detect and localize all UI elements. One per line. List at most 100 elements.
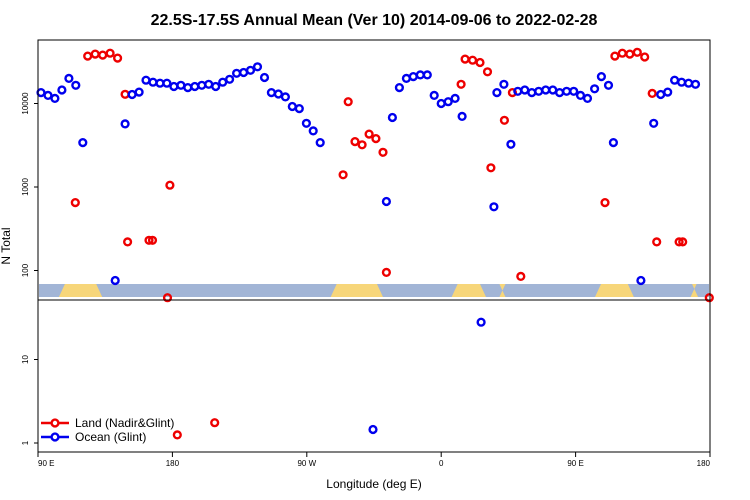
ocean-point bbox=[43, 90, 53, 101]
ocean-point bbox=[273, 89, 284, 99]
land-point bbox=[625, 49, 635, 59]
y-tick-label: 100 bbox=[21, 263, 30, 277]
ocean-point bbox=[450, 93, 460, 104]
ocean-point bbox=[476, 317, 486, 327]
ocean-point bbox=[608, 138, 619, 148]
ocean-point bbox=[489, 202, 499, 212]
ocean-point bbox=[301, 118, 312, 128]
ocean-point bbox=[603, 80, 614, 90]
ocean-point bbox=[408, 71, 418, 82]
ocean-point bbox=[162, 78, 172, 88]
ocean-point bbox=[520, 85, 530, 95]
legend-label: Land (Nadir&Glint) bbox=[75, 416, 174, 430]
ocean-point bbox=[315, 138, 325, 148]
chart-title: 22.5S-17.5S Annual Mean (Ver 10) 2014-09… bbox=[151, 12, 598, 29]
ocean-point bbox=[436, 98, 446, 109]
land-point bbox=[460, 54, 470, 64]
land-point bbox=[83, 51, 93, 61]
ocean-point bbox=[534, 86, 544, 96]
y-axis-ticks: 1 10 100 1000 10000 bbox=[21, 92, 38, 445]
land-point bbox=[610, 51, 620, 61]
ocean-point bbox=[589, 84, 600, 94]
land-point bbox=[647, 88, 657, 99]
ocean-point bbox=[197, 80, 207, 90]
ocean-point bbox=[415, 70, 425, 80]
x-tick-label: 180 bbox=[697, 459, 711, 468]
land-point bbox=[652, 237, 662, 247]
ocean-point bbox=[225, 74, 235, 84]
ocean-point bbox=[656, 89, 666, 100]
ocean-point bbox=[506, 139, 516, 149]
ocean-point bbox=[36, 87, 46, 98]
x-tick-label: 90 E bbox=[567, 459, 583, 468]
land-point bbox=[475, 57, 485, 68]
land-segment bbox=[451, 284, 486, 297]
legend-item-ocean: Ocean (Glint) bbox=[41, 430, 146, 444]
ocean-point bbox=[690, 79, 701, 89]
x-axis-ticks: 90 E 180 90 W 0 90 E 180 bbox=[37, 452, 711, 468]
y-tick-label: 1 bbox=[21, 440, 30, 445]
land-segment bbox=[499, 284, 506, 297]
land-point bbox=[617, 48, 627, 58]
land-point bbox=[499, 115, 510, 125]
land-point bbox=[105, 48, 115, 58]
land-point bbox=[120, 89, 130, 99]
land-point bbox=[98, 50, 108, 60]
ocean-point bbox=[422, 70, 432, 80]
ocean-point bbox=[308, 126, 318, 136]
ocean-point bbox=[190, 81, 200, 92]
ocean-point bbox=[211, 81, 221, 92]
ocean-point bbox=[575, 90, 586, 101]
ocean-point bbox=[513, 86, 523, 96]
land-point bbox=[456, 79, 466, 89]
y-tick-label: 10 bbox=[21, 355, 30, 364]
land-point bbox=[371, 134, 381, 144]
land-point bbox=[165, 180, 175, 190]
ocean-point bbox=[663, 87, 673, 97]
x-tick-label: 0 bbox=[439, 459, 444, 468]
ocean-point bbox=[457, 111, 467, 122]
legend: Land (Nadir&Glint)Ocean (Glint) bbox=[41, 416, 174, 444]
x-tick-label: 180 bbox=[166, 459, 180, 468]
land-point bbox=[343, 97, 353, 107]
land-segment bbox=[690, 284, 699, 297]
ocean-point bbox=[266, 87, 277, 98]
ocean-point bbox=[141, 75, 151, 85]
ocean-point bbox=[683, 78, 694, 88]
ocean-point bbox=[50, 93, 60, 104]
ocean-point bbox=[134, 87, 144, 97]
land-point bbox=[112, 53, 123, 63]
land-segment bbox=[595, 284, 634, 297]
land-point bbox=[90, 49, 100, 59]
land-point bbox=[600, 198, 610, 208]
land-point bbox=[468, 55, 478, 65]
ocean-point bbox=[127, 89, 137, 100]
ocean-point bbox=[287, 101, 297, 112]
land-point bbox=[147, 235, 158, 245]
ocean-point bbox=[387, 112, 398, 123]
land-point bbox=[144, 235, 154, 245]
ocean-point bbox=[71, 80, 81, 90]
x-axis-label: Longitude (deg E) bbox=[326, 477, 421, 491]
ocean-point bbox=[381, 196, 392, 207]
ocean-point bbox=[429, 90, 439, 101]
ocean-point bbox=[569, 86, 579, 96]
land-segment bbox=[58, 284, 103, 297]
ocean-point bbox=[636, 275, 646, 286]
legend-item-land: Land (Nadir&Glint) bbox=[41, 416, 174, 430]
ocean-point bbox=[232, 68, 242, 78]
land-point bbox=[357, 140, 367, 150]
ocean-point bbox=[527, 87, 537, 98]
ocean-point bbox=[649, 118, 659, 128]
ocean-point bbox=[148, 77, 158, 87]
land-point bbox=[482, 67, 493, 77]
ocean-point bbox=[554, 87, 565, 98]
land-point bbox=[486, 163, 496, 173]
ocean-point bbox=[259, 72, 270, 83]
ocean-point bbox=[561, 86, 572, 96]
ocean-point bbox=[294, 103, 304, 114]
land-point bbox=[122, 237, 133, 247]
land-point bbox=[516, 271, 526, 282]
ocean-point bbox=[669, 75, 680, 85]
